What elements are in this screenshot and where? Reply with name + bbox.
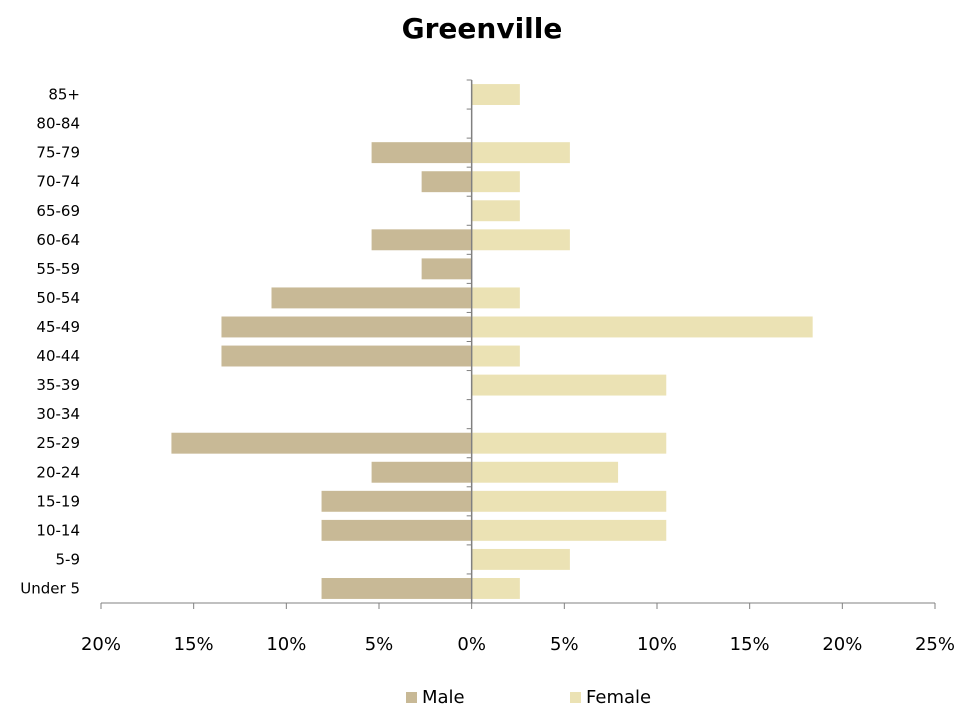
category-label: 40-44 <box>36 347 80 365</box>
legend-swatch-male <box>406 692 417 703</box>
category-label: 75-79 <box>36 144 80 162</box>
x-tick-label: 10% <box>637 634 677 655</box>
bar-female-under-5 <box>471 578 520 599</box>
x-tick-label: 25% <box>915 634 955 655</box>
legend-label-male: Male <box>422 687 465 708</box>
bar-male-70-74 <box>421 171 472 193</box>
bars-layer <box>171 84 813 599</box>
bar-male-15-19 <box>321 490 472 512</box>
x-tick-label: 10% <box>266 634 306 655</box>
x-tick-label: 15% <box>730 634 770 655</box>
bar-female-15-19 <box>471 490 667 512</box>
category-label: 20-24 <box>36 463 80 481</box>
bar-male-60-64 <box>371 229 472 251</box>
bar-female-70-74 <box>471 171 520 193</box>
x-tick-label: 0% <box>457 634 486 655</box>
bar-female-25-29 <box>471 432 667 454</box>
bar-male-10-14 <box>321 519 472 541</box>
bar-male-25-29 <box>171 432 472 454</box>
bar-male-75-79 <box>371 142 472 164</box>
category-label: 80-84 <box>36 115 80 133</box>
chart-title: Greenville <box>402 12 563 45</box>
category-labels: Under 5 5-9 10-14 15-19 20-24 25-29 30-34 35-39… <box>20 86 80 598</box>
category-label: 55-59 <box>36 260 80 278</box>
category-label: 25-29 <box>36 434 80 452</box>
bar-male-40-44 <box>221 345 472 367</box>
bar-male-50-54 <box>271 287 472 309</box>
legend-swatch-female <box>570 692 581 703</box>
category-label: 60-64 <box>36 231 80 249</box>
bar-female-75-79 <box>471 142 570 164</box>
legend-label-female: Female <box>586 687 651 708</box>
category-label: 35-39 <box>36 376 80 394</box>
category-label: 70-74 <box>36 173 80 191</box>
category-label: 10-14 <box>36 521 80 539</box>
bar-female-20-24 <box>471 461 619 483</box>
bar-male-under-5 <box>321 578 472 599</box>
bar-female-35-39 <box>471 374 667 396</box>
category-label: 45-49 <box>36 318 80 336</box>
bar-male-20-24 <box>371 461 472 483</box>
bar-female-5-9 <box>471 548 570 570</box>
x-tick-label: 20% <box>81 634 121 655</box>
bar-female-40-44 <box>471 345 520 367</box>
bar-female-50-54 <box>471 287 520 309</box>
bar-male-55-59 <box>421 258 472 280</box>
bar-female-60-64 <box>471 229 570 251</box>
category-label: 5-9 <box>56 550 81 568</box>
category-label: Under 5 <box>20 579 80 597</box>
axis-layer <box>100 79 936 609</box>
x-tick-label: 5% <box>365 634 394 655</box>
category-label: 65-69 <box>36 202 80 220</box>
category-label: 85+ <box>48 86 80 104</box>
x-tick-label: 20% <box>822 634 862 655</box>
bar-female-65-69 <box>471 200 520 222</box>
category-label: 30-34 <box>36 405 80 423</box>
category-label: 15-19 <box>36 492 80 510</box>
bar-male-45-49 <box>221 316 472 338</box>
bar-female-85+ <box>471 84 520 105</box>
category-label: 50-54 <box>36 289 80 307</box>
x-tick-label: 15% <box>174 634 214 655</box>
bar-female-10-14 <box>471 519 667 541</box>
legend: Male Female <box>406 687 651 708</box>
x-tick-label: 5% <box>550 634 579 655</box>
bar-female-45-49 <box>471 316 813 338</box>
tick-labels: 20% 15% 10% 5% 0% 5% 10% 15% 20% 25% <box>81 634 955 655</box>
